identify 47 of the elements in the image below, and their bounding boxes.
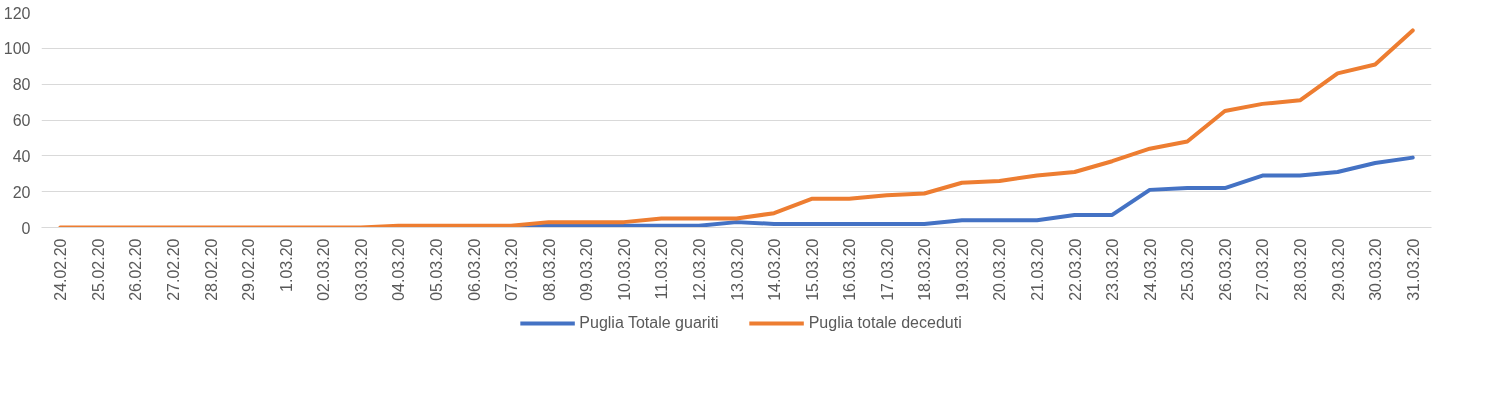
x-tick-label: 04.03.20 (390, 238, 408, 301)
x-tick-label: 12.03.20 (690, 238, 708, 301)
x-tick-label: 17.03.20 (878, 238, 896, 301)
x-tick-label: 27.02.20 (164, 238, 182, 301)
x-tick-label: 24.03.20 (1141, 238, 1159, 301)
x-tick-label: 25.02.20 (89, 238, 107, 301)
x-tick-label: 26.02.20 (127, 238, 145, 301)
x-tick-label: 29.03.20 (1329, 238, 1347, 301)
x-tick-label: 28.03.20 (1292, 238, 1310, 301)
x-tick-label: 20.03.20 (991, 238, 1009, 301)
line-series (58, 28, 1415, 228)
x-tick-label: 28.02.20 (202, 238, 220, 301)
y-tick-label: 0 (21, 219, 31, 237)
x-tick-label: 09.03.20 (578, 238, 596, 301)
x-tick-label: 25.03.20 (1179, 238, 1197, 301)
legend-label: Puglia Totale guariti (579, 314, 719, 332)
x-tick-label: 07.03.20 (503, 238, 521, 301)
y-tick-label: 100 (3, 40, 31, 58)
x-tick-label: 29.02.20 (240, 238, 258, 301)
x-tick-label: 27.03.20 (1254, 238, 1272, 301)
legend-label: Puglia totale deceduti (808, 314, 962, 332)
y-tick-label: 40 (12, 147, 31, 165)
x-tick-label: 11.03.20 (653, 238, 671, 300)
x-tick-label: 15.03.20 (803, 238, 821, 301)
x-tick-label: 16.03.20 (841, 238, 859, 301)
x-tick-label: 21.03.20 (1029, 238, 1047, 301)
x-tick-label: 02.03.20 (315, 238, 333, 301)
x-tick-label: 05.03.20 (427, 238, 445, 301)
x-tick-label: 31.03.20 (1404, 238, 1422, 301)
x-tick-label: 26.03.20 (1216, 238, 1234, 301)
y-tick-label: 20 (12, 183, 31, 201)
x-tick-label: 23.03.20 (1104, 238, 1122, 301)
x-tick-label: 24.02.20 (52, 238, 70, 301)
x-tick-label: 30.03.20 (1367, 238, 1385, 301)
x-tick-label: 13.03.20 (728, 238, 746, 301)
x-tick-label: 06.03.20 (465, 238, 483, 301)
x-tick-label: 03.03.20 (352, 238, 370, 301)
y-tick-label: 60 (12, 112, 31, 129)
x-tick-label: 22.03.20 (1066, 238, 1084, 301)
y-tick-label: 80 (12, 76, 31, 94)
x-tick-label: 18.03.20 (916, 238, 934, 301)
x-tick-label: 08.03.20 (540, 238, 558, 301)
x-tick-label: 14.03.20 (766, 238, 784, 301)
x-tick-label: 19.03.20 (953, 238, 971, 301)
y-tick-label: 120 (3, 4, 31, 22)
x-tick-label: 10.03.20 (615, 238, 633, 301)
x-tick-label: 1.03.20 (277, 238, 295, 292)
